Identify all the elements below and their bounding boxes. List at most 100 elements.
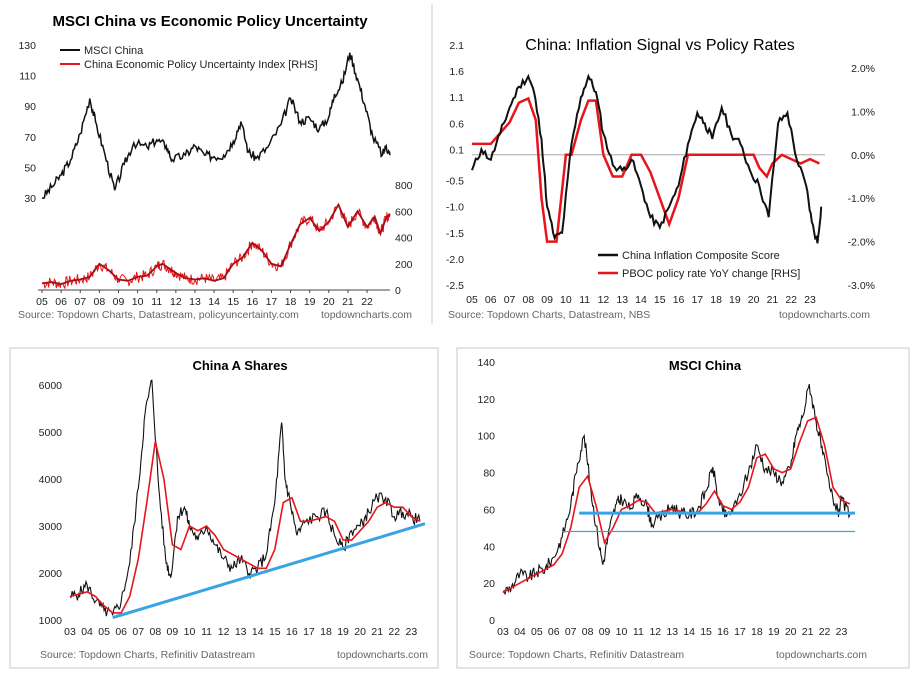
chart-source: Source: Topdown Charts, Datastream, NBS: [448, 309, 650, 321]
y-tick-label: 120: [477, 394, 495, 406]
x-tick-label: 17: [691, 294, 703, 306]
y-tick-label-left: 0.1: [449, 144, 464, 156]
x-tick-label: 20: [323, 296, 335, 308]
y-tick-label: 80: [483, 468, 495, 480]
x-tick-label: 08: [149, 626, 161, 638]
chart-msci-china: MSCI China Source: Topdown Charts, Refin…: [455, 340, 913, 673]
x-tick-label: 10: [616, 626, 628, 638]
x-tick-label: 12: [170, 296, 182, 308]
x-tick-label: 04: [514, 626, 526, 638]
chart-title: China: Inflation Signal vs Policy Rates: [525, 37, 794, 54]
chart-china-a-shares: China A Shares Source: Topdown Charts, R…: [0, 340, 440, 673]
x-tick-label: 22: [819, 626, 831, 638]
y-tick-label-left: -0.5: [446, 176, 464, 188]
panel-frame: [9, 347, 439, 669]
x-tick-label: 11: [633, 626, 644, 638]
y-tick-label: 60: [483, 504, 495, 516]
y-tick-label-right: 200: [395, 259, 413, 271]
series-epu-raw-line: [42, 203, 391, 290]
x-tick-label: 10: [560, 294, 572, 306]
x-tick-label: 07: [132, 626, 144, 638]
y-tick-label-right: -2.0%: [848, 237, 875, 249]
chart-china-a-shares-svg: China A Shares Source: Topdown Charts, R…: [9, 347, 439, 669]
series-a-shares-moving-average-line: [69, 441, 421, 614]
y-tick-label-left: -1.5: [446, 228, 464, 240]
x-tick-label: 11: [201, 626, 212, 638]
y-tick-label-right: 2.0%: [851, 63, 875, 75]
legend-label-epu: China Economic Policy Uncertainty Index …: [84, 59, 318, 71]
y-tick-label-left: 0.6: [449, 118, 464, 130]
x-tick-label: 18: [751, 626, 763, 638]
series-msci-china-line: [41, 52, 391, 199]
x-tick-label: 19: [304, 296, 316, 308]
series-inflation-score-line: [471, 73, 823, 244]
y-tick-label-left: 110: [19, 71, 36, 83]
x-tick-label: 07: [565, 626, 577, 638]
x-tick-label: 13: [616, 294, 628, 306]
y-tick-label: 140: [477, 357, 495, 369]
x-tick-label: 08: [522, 294, 534, 306]
y-tick-label-left: -2.5: [446, 280, 464, 292]
legend-label-inflation: China Inflation Composite Score: [622, 250, 780, 262]
x-tick-label: 15: [227, 296, 239, 308]
x-tick-label: 03: [64, 626, 76, 638]
y-tick-label-right: 0.0%: [851, 150, 875, 162]
legend-label-pboc: PBOC policy rate YoY change [RHS]: [622, 268, 800, 280]
x-tick-label: 07: [504, 294, 516, 306]
x-tick-label: 08: [582, 626, 594, 638]
x-tick-label: 05: [466, 294, 478, 306]
y-tick-label-left: 2.1: [449, 40, 464, 52]
y-tick-label: 40: [483, 541, 495, 553]
x-tick-label: 11: [579, 294, 590, 306]
y-tick-label: 6000: [39, 380, 63, 392]
x-tick-label: 07: [74, 296, 86, 308]
y-tick-label-right: -3.0%: [848, 280, 875, 292]
x-tick-label: 21: [767, 294, 779, 306]
x-tick-label: 05: [531, 626, 543, 638]
x-tick-label: 15: [654, 294, 666, 306]
x-tick-label: 16: [673, 294, 685, 306]
x-tick-label: 14: [683, 626, 695, 638]
trendline-support: [112, 522, 426, 620]
x-tick-label: 13: [189, 296, 201, 308]
panel-frame: [456, 347, 910, 669]
y-tick-label: 3000: [39, 521, 63, 533]
chart-brand: topdowncharts.com: [337, 649, 428, 661]
chart-brand: topdowncharts.com: [321, 309, 412, 321]
x-tick-label: 16: [717, 626, 729, 638]
x-tick-label: 06: [55, 296, 67, 308]
chart-title: China A Shares: [192, 358, 287, 373]
y-tick-label-left: 1.6: [449, 66, 464, 78]
x-tick-label: 17: [266, 296, 278, 308]
x-tick-label: 06: [115, 626, 127, 638]
y-tick-label-left: 90: [24, 101, 36, 113]
x-tick-label: 21: [371, 626, 383, 638]
chart-title: MSCI China vs Economic Policy Uncertaint…: [52, 13, 368, 30]
y-tick-label: 1000: [39, 615, 63, 627]
x-tick-label: 18: [320, 626, 332, 638]
x-tick-label: 12: [649, 626, 661, 638]
x-tick-label: 15: [269, 626, 281, 638]
x-tick-label: 12: [598, 294, 610, 306]
x-tick-label: 09: [541, 294, 553, 306]
x-tick-label: 23: [406, 626, 418, 638]
x-tick-label: 18: [710, 294, 722, 306]
x-tick-label: 06: [548, 626, 560, 638]
x-tick-label: 19: [337, 626, 349, 638]
x-tick-label: 13: [666, 626, 678, 638]
y-tick-label: 20: [483, 578, 495, 590]
x-tick-label: 22: [361, 296, 373, 308]
x-tick-label: 23: [804, 294, 816, 306]
x-tick-label: 16: [246, 296, 258, 308]
x-tick-label: 10: [132, 296, 144, 308]
chart-msci-vs-epu-svg: MSCI China vs Economic Policy Uncertaint…: [18, 4, 433, 324]
x-tick-label: 04: [81, 626, 93, 638]
x-tick-label: 18: [285, 296, 297, 308]
chart-inflation-vs-policy-svg: China: Inflation Signal vs Policy Rates …: [446, 37, 875, 321]
chart-msci-vs-epu: MSCI China vs Economic Policy Uncertaint…: [0, 0, 435, 330]
legend-label-msci: MSCI China: [84, 45, 144, 57]
x-tick-label: 10: [184, 626, 196, 638]
y-tick-label-left: 30: [24, 193, 36, 205]
chart-source: Source: Topdown Charts, Refinitiv Datast…: [40, 649, 255, 661]
series-epu-smoothed-line: [41, 202, 391, 286]
